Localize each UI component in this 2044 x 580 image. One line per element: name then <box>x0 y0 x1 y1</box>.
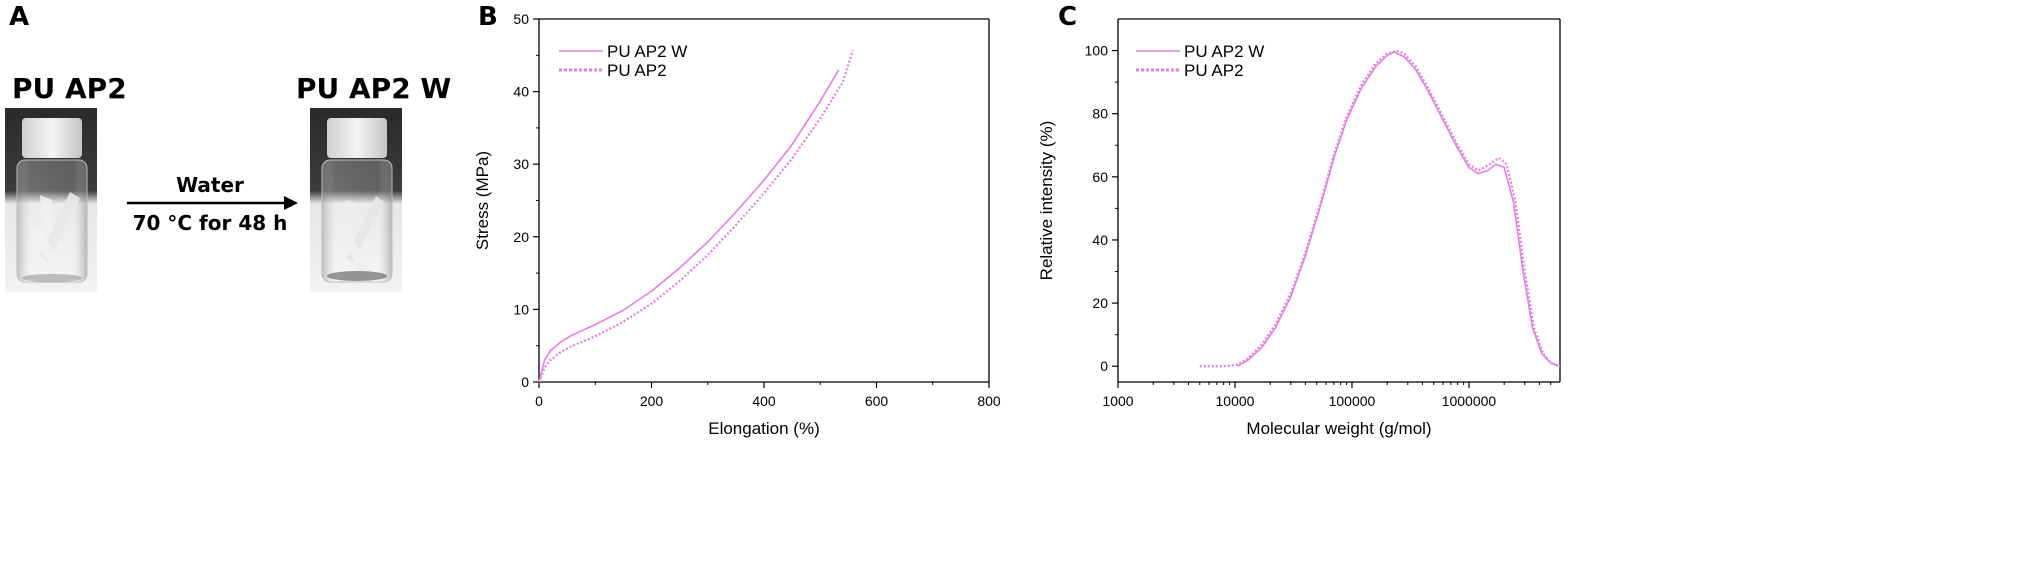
panel-letter-a: A <box>9 2 30 32</box>
legend-label-2: PU AP2 <box>1184 61 1244 80</box>
y-tick-label: 0 <box>1100 358 1108 374</box>
right-vial-photo <box>310 108 402 292</box>
right-vial-label: PU AP2 W <box>296 72 452 105</box>
y-axis-label: Stress (MPa) <box>473 151 492 250</box>
molecular-weight-chart: 0 20 40 60 80 100 1000 10000 100000 1000000 Molecu… <box>1037 18 1561 438</box>
x-axis-label: Elongation (%) <box>708 419 820 438</box>
series-line-2 <box>537 49 854 383</box>
stress-strain-chart: 0 10 20 30 40 50 0 200 400 600 800 Elongation (%) St… <box>473 11 1001 438</box>
left-vial-label: PU AP2 <box>12 72 127 105</box>
series-line-1 <box>538 69 840 383</box>
y-tick-label: 40 <box>513 84 529 100</box>
x-tick-label: 800 <box>977 393 1001 409</box>
x-tick-label: 400 <box>752 393 776 409</box>
y-tick-label: 20 <box>513 229 529 245</box>
y-tick-label: 80 <box>1092 106 1108 122</box>
x-tick-label: 200 <box>640 393 664 409</box>
x-tick-label: 0 <box>535 393 543 409</box>
legend-label-2: PU AP2 <box>607 61 667 80</box>
left-vial-photo <box>5 108 97 292</box>
series-line-2 <box>1199 49 1561 368</box>
x-tick-label: 1000000 <box>1442 393 1497 409</box>
legend-label-1: PU AP2 W <box>1184 42 1264 61</box>
vial-cap-icon <box>327 118 387 158</box>
y-tick-label: 50 <box>513 11 529 27</box>
y-tick-label: 40 <box>1092 232 1108 248</box>
arrow-bottom-label: 70 °C for 48 h <box>132 211 288 235</box>
series-line-1 <box>1237 51 1561 367</box>
y-tick-label: 100 <box>1085 43 1109 59</box>
x-tick-label: 1000 <box>1102 393 1133 409</box>
vial-photos <box>5 108 402 292</box>
y-tick-label: 30 <box>513 156 529 172</box>
y-tick-label: 10 <box>513 301 529 317</box>
arrow-top-label: Water <box>176 173 244 197</box>
x-tick-label: 100000 <box>1329 393 1376 409</box>
panel-letter-b: B <box>478 2 498 32</box>
panel-letter-c: C <box>1058 2 1078 32</box>
y-tick-label: 20 <box>1092 295 1108 311</box>
y-tick-label: 0 <box>521 374 529 390</box>
x-tick-label: 10000 <box>1216 393 1255 409</box>
legend-label-1: PU AP2 W <box>607 42 687 61</box>
x-axis-label: Molecular weight (g/mol) <box>1246 419 1431 438</box>
arrow-head-icon <box>284 196 298 210</box>
panel-a: A PU AP2 PU AP2 W <box>0 0 470 580</box>
vial-cap-icon <box>22 118 82 158</box>
y-tick-label: 60 <box>1092 169 1108 185</box>
y-axis-label: Relative intensity (%) <box>1037 121 1056 281</box>
x-tick-label: 600 <box>865 393 889 409</box>
